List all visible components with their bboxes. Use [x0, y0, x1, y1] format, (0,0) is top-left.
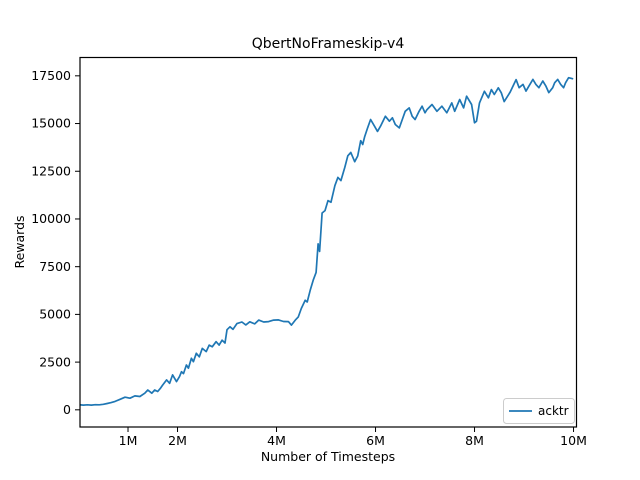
- y-tick-label: 5000: [39, 307, 71, 322]
- x-axis-label: Number of Timesteps: [261, 449, 395, 464]
- x-axis-ticks: 1M 2M 4M 6M 8M 10M: [119, 427, 587, 448]
- y-tick-label: 0: [63, 402, 71, 417]
- axes-frame: [79, 56, 578, 428]
- y-tick-label: 17500: [31, 68, 71, 83]
- legend-box: [503, 398, 575, 424]
- x-tick-label: 10M: [560, 433, 587, 448]
- y-axis-label: Rewards: [12, 215, 27, 268]
- x-tick-label: 2M: [168, 433, 187, 448]
- legend: acktr: [503, 398, 575, 424]
- legend-label-acktr: acktr: [538, 404, 569, 418]
- y-tick-label: 10000: [31, 211, 71, 226]
- plot-area: [80, 57, 577, 427]
- x-tick-label: 1M: [119, 433, 138, 448]
- y-tick-label: 12500: [31, 163, 71, 178]
- y-axis-ticks: 0 2500 5000 7500 10000 12500 15000 17500: [31, 68, 80, 417]
- y-tick-label: 15000: [31, 116, 71, 131]
- series-line-acktr: [79, 76, 574, 406]
- y-tick-label: 7500: [39, 259, 71, 274]
- x-tick-label: 6M: [366, 433, 385, 448]
- y-tick-label: 2500: [39, 354, 71, 369]
- x-tick-label: 4M: [267, 433, 286, 448]
- chart-title: QbertNoFrameskip-v4: [252, 36, 405, 52]
- x-tick-label: 8M: [465, 433, 484, 448]
